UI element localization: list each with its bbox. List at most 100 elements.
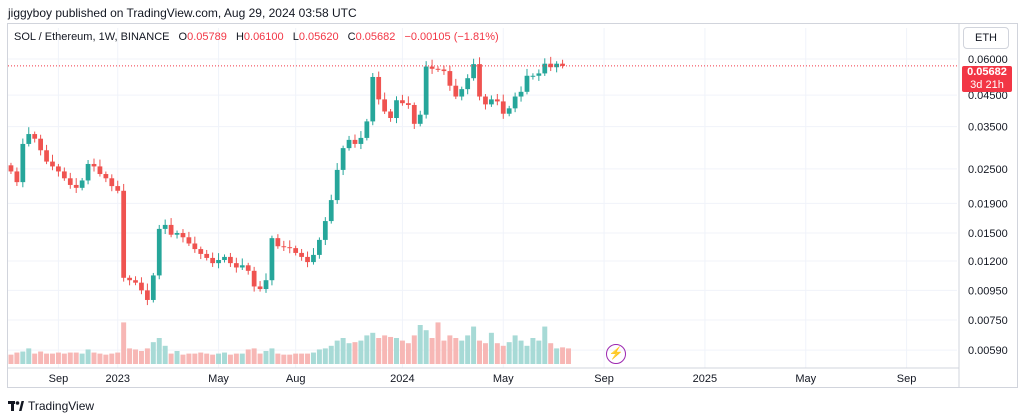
candle-body (483, 96, 488, 105)
candle-body (275, 238, 281, 247)
candle-body (394, 100, 399, 119)
candle-body (109, 178, 115, 187)
volume-bar (263, 351, 269, 364)
candle-body (162, 224, 168, 229)
volume-bar (399, 340, 405, 364)
x-tick-label: May (493, 373, 514, 385)
volume-bar (221, 352, 227, 364)
candle-body (465, 78, 471, 90)
volume-bar (38, 351, 44, 364)
volume-bar (91, 352, 97, 364)
candle-body (210, 257, 216, 264)
y-tick-label: 0.00750 (968, 315, 1008, 327)
volume-bar (180, 354, 186, 364)
candle-body (91, 163, 97, 167)
candle-body (447, 71, 453, 86)
candle-body (382, 99, 388, 112)
candle-body (560, 63, 565, 66)
legend-symbol: SOL / Ethereum, 1W, BINANCE (14, 31, 170, 43)
candle-body (239, 265, 245, 268)
candle-body (38, 138, 43, 151)
volume-bar (210, 354, 216, 364)
candle-body (459, 89, 465, 97)
y-tick-label: 0.04500 (968, 90, 1008, 102)
volume-bar (8, 354, 14, 364)
volume-bar (316, 349, 322, 364)
y-tick-label: 0.00590 (968, 345, 1008, 357)
volume-bar (293, 353, 299, 364)
volume-bar (554, 348, 560, 364)
candle-body (61, 171, 67, 179)
volume-bar (394, 338, 399, 364)
x-tick-label: Sep (897, 373, 917, 385)
volume-bar (328, 345, 334, 364)
candle-body (530, 75, 536, 77)
volume-bar (174, 351, 180, 364)
volume-bar (482, 343, 488, 364)
last-price-value: 0.05682 (967, 66, 1007, 78)
candle-body (328, 200, 334, 222)
quote-currency-button[interactable]: ETH (963, 27, 1009, 49)
candle-body (257, 286, 263, 290)
candle-body (352, 139, 358, 144)
volume-bar (358, 340, 364, 364)
candle-body (192, 243, 198, 250)
candle-body (441, 69, 447, 72)
volume-bar (227, 354, 233, 364)
volume-bar (560, 347, 566, 364)
candle-body (97, 166, 103, 175)
volume-bar (121, 322, 127, 364)
volume-bar (49, 353, 55, 364)
x-tick-label: Sep (594, 373, 614, 385)
candle-body (14, 171, 20, 183)
candle-body (44, 150, 49, 162)
volume-bar (281, 354, 287, 364)
candle-body (115, 186, 121, 191)
y-tick-label: 0.01500 (968, 228, 1008, 240)
candle-body (364, 121, 370, 138)
candle-body (311, 254, 316, 263)
volume-bar (239, 353, 245, 364)
volume-bar (447, 335, 453, 364)
candle-body (548, 63, 554, 68)
volume-bar (512, 335, 518, 364)
candle-body (453, 85, 459, 97)
candle-body (388, 111, 393, 119)
y-tick-label: 0.03500 (968, 122, 1008, 134)
volume-bar (127, 348, 133, 364)
candle-body (216, 259, 221, 264)
volume-bar (168, 353, 174, 364)
flash-icon[interactable]: ⚡ (606, 344, 626, 364)
volume-bar (198, 352, 204, 364)
volume-bar (453, 338, 459, 364)
volume-bar (133, 349, 139, 364)
candle-body (322, 221, 328, 240)
candle-body (376, 76, 382, 100)
volume-bar (465, 335, 471, 364)
volume-bar (287, 354, 293, 364)
volume-bar (192, 353, 198, 364)
candle-body (150, 275, 156, 300)
legend-open-value: 0.05789 (187, 31, 227, 43)
volume-bar (32, 353, 38, 364)
candle-body (305, 256, 310, 263)
y-tick-label: 0.06000 (968, 54, 1008, 66)
volume-bar (245, 349, 251, 364)
volume-bar (55, 352, 61, 364)
volume-bar (340, 338, 346, 364)
volume-bar (524, 345, 530, 364)
candle-body (429, 66, 435, 69)
candle-body (174, 233, 180, 235)
tradingview-logo: TradingView (8, 398, 94, 414)
volume-bar (67, 352, 73, 364)
volume-bar (370, 332, 376, 364)
volume-bar (85, 349, 91, 364)
volume-bar (162, 345, 168, 364)
candle-body (269, 238, 275, 281)
candle-body (251, 270, 257, 287)
volume-bar (61, 353, 67, 364)
volume-bar (536, 340, 542, 364)
candle-body (358, 137, 364, 144)
volume-bar (382, 335, 388, 364)
